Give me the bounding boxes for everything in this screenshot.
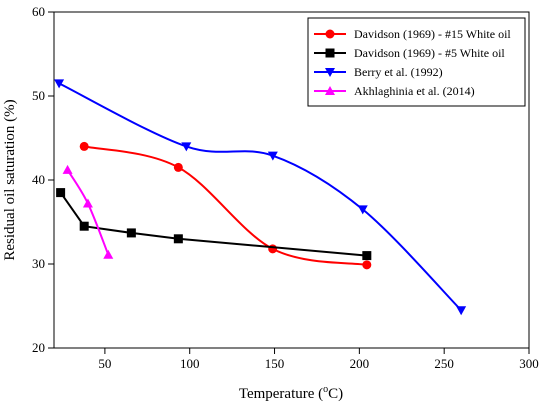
legend-marker: [325, 86, 335, 95]
data-point: [357, 205, 368, 215]
legend-label: Akhlaghinia et al. (2014): [354, 84, 475, 98]
series-line: [83, 145, 367, 266]
data-point: [173, 234, 183, 244]
legend-label: Davidson (1969) - #5 White oil: [354, 46, 505, 60]
data-point: [268, 244, 278, 254]
series-1: [79, 141, 372, 270]
data-point: [267, 151, 278, 161]
x-axis-title: Temperature (oC): [239, 384, 343, 402]
legend: Davidson (1969) - #15 White oil Davidson …: [307, 17, 526, 107]
legend-marker: [325, 48, 335, 58]
legend-marker: [325, 68, 335, 77]
data-point: [82, 198, 93, 208]
series-line: [58, 82, 462, 311]
data-point: [79, 221, 89, 231]
legend-label: Davidson (1969) - #15 White oil: [354, 27, 511, 41]
x-tick-label: 250: [434, 356, 454, 371]
series-layer: [54, 79, 467, 316]
y-tick-label: 40: [32, 172, 45, 187]
x-tick-label: 300: [519, 356, 539, 371]
series-4: [62, 164, 114, 259]
legend-item: Berry et al. (1992): [314, 65, 443, 79]
legend-marker: [325, 29, 335, 39]
y-tick-label: 20: [32, 340, 45, 355]
x-tick-label: 200: [350, 356, 370, 371]
x-tick-label: 100: [180, 356, 200, 371]
data-point: [362, 260, 372, 270]
legend-label: Berry et al. (1992): [354, 65, 443, 79]
legend-item: Akhlaghinia et al. (2014): [314, 84, 475, 98]
series-line: [59, 192, 367, 257]
y-tick-label: 60: [32, 4, 45, 19]
series-3: [54, 79, 467, 316]
data-point: [173, 162, 183, 172]
data-point: [56, 188, 66, 198]
x-tick-label: 150: [265, 356, 285, 371]
y-axis-title: Residual oil saturation (%): [2, 99, 18, 260]
y-tick-label: 50: [32, 88, 45, 103]
axis-ticks: 50 100 150 200 250 300 20 30 40 50 60: [32, 4, 539, 371]
y-tick-label: 30: [32, 256, 45, 271]
data-point: [62, 164, 73, 174]
legend-item: Davidson (1969) - #5 White oil: [314, 46, 505, 60]
legend-item: Davidson (1969) - #15 White oil: [314, 27, 511, 41]
data-point: [54, 79, 65, 89]
data-point: [181, 142, 192, 152]
data-point: [362, 251, 372, 261]
data-point: [126, 228, 136, 238]
data-point: [456, 306, 467, 316]
data-point: [79, 141, 89, 151]
data-point: [103, 249, 114, 259]
series-2: [56, 188, 372, 261]
x-tick-label: 50: [98, 356, 111, 371]
